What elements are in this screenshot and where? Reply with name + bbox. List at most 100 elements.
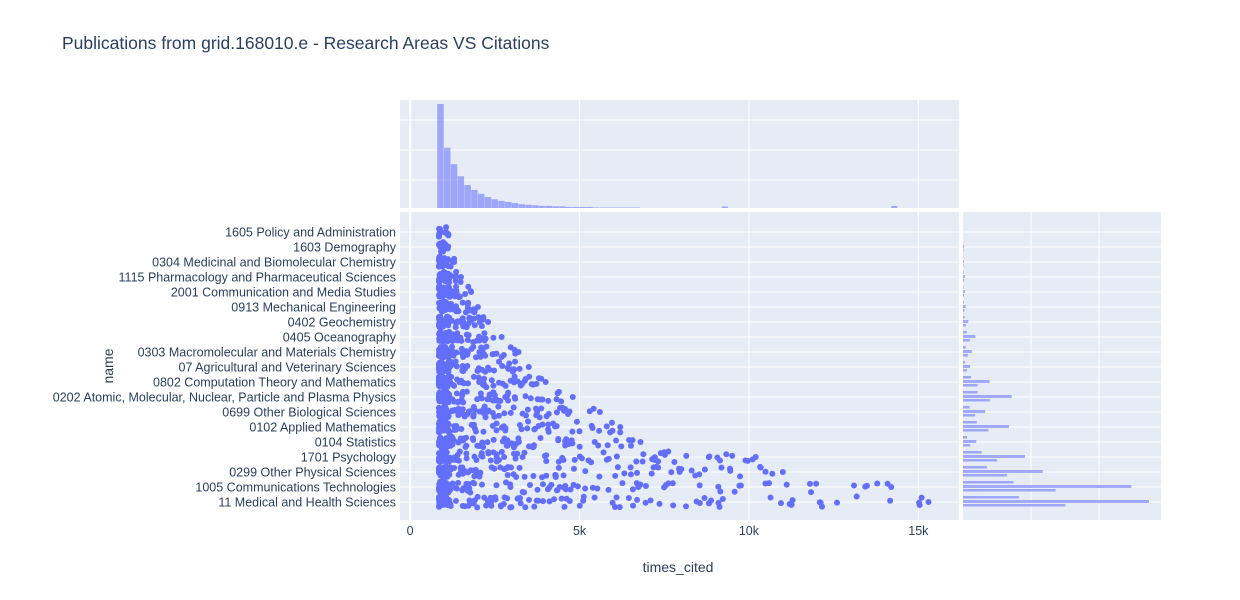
top-histogram-bar	[538, 205, 546, 208]
scatter-point	[603, 423, 610, 430]
chart-title: Publications from grid.168010.e - Resear…	[62, 33, 550, 53]
x-tick-labels: 0 5k 10k 15k	[407, 524, 929, 538]
top-histogram-bar	[606, 207, 614, 208]
scatter-point	[571, 456, 578, 463]
scatter-point	[489, 351, 496, 358]
scatter-point	[570, 481, 577, 488]
scatter-point	[490, 382, 497, 389]
scatter-point	[485, 364, 492, 371]
scatter-point	[629, 486, 636, 493]
scatter-point	[454, 318, 461, 325]
right-histogram-bar	[963, 271, 964, 274]
scatter-point	[648, 470, 655, 477]
scatter-point	[456, 334, 463, 341]
scatter-point	[507, 481, 514, 488]
scatter-point	[767, 494, 774, 501]
scatter-point	[505, 397, 512, 404]
scatter-point	[470, 479, 477, 486]
scatter-point	[437, 489, 444, 496]
scatter-point	[589, 424, 596, 431]
scatter-point	[524, 425, 531, 432]
scatter-point	[467, 489, 474, 496]
scatter-point	[541, 453, 548, 460]
y-tick-label: 07 Agricultural and Veterinary Sciences	[179, 361, 397, 375]
scatter-point	[627, 442, 634, 449]
scatter-point	[490, 389, 497, 396]
scatter-point	[688, 467, 695, 474]
scatter-point	[472, 466, 479, 473]
right-histogram-bar	[963, 459, 998, 462]
top-histogram-bar	[566, 206, 573, 208]
right-histogram-bar	[963, 320, 969, 323]
y-tick-label: 0202 Atomic, Molecular, Nuclear, Particl…	[53, 391, 396, 405]
scatter-point	[519, 380, 526, 387]
right-histogram-bar	[963, 414, 976, 417]
scatter-point	[683, 452, 690, 459]
right-histogram-bar	[963, 496, 1019, 499]
scatter-point	[484, 396, 491, 403]
scatter-point	[676, 465, 683, 472]
y-tick-label: 1115 Pharmacology and Pharmaceutical Sci…	[119, 271, 396, 285]
scatter-point	[441, 244, 448, 250]
scatter-point	[642, 483, 649, 490]
scatter-point	[523, 412, 530, 419]
scatter-point	[447, 263, 454, 270]
scatter-point	[463, 450, 470, 457]
scatter-point	[566, 408, 573, 415]
scatter-point	[596, 427, 603, 434]
scatter-point	[480, 380, 487, 387]
scatter-point	[482, 335, 489, 342]
y-tick-label: 0913 Mechanical Engineering	[231, 301, 396, 315]
scatter-point	[607, 429, 614, 436]
scatter-point	[460, 399, 467, 406]
scatter-point	[668, 469, 675, 476]
scatter-point	[441, 343, 448, 350]
scatter-point	[729, 452, 736, 459]
scatter-point	[757, 464, 764, 471]
scatter-point	[438, 440, 445, 447]
scatter-point	[532, 405, 539, 412]
scatter-point	[445, 488, 452, 495]
scatter-point	[459, 464, 466, 471]
scatter-point	[708, 497, 715, 504]
scatter-point	[642, 499, 649, 506]
scatter-point	[458, 345, 465, 352]
scatter-points	[435, 224, 932, 511]
scatter-point	[496, 379, 503, 386]
right-histogram-bar	[963, 380, 990, 383]
scatter-point	[762, 468, 769, 475]
y-tick-label: 1005 Communications Technologies	[195, 481, 396, 495]
scatter-point	[455, 405, 462, 412]
right-histogram-bar	[963, 350, 972, 353]
right-histogram-bar	[963, 406, 970, 409]
scatter-point	[453, 390, 460, 397]
scatter-point	[501, 454, 508, 461]
scatter-point	[437, 434, 444, 441]
scatter-point	[567, 486, 574, 493]
scatter-point	[491, 367, 498, 374]
scatter-point	[437, 348, 444, 355]
right-histogram-bar	[963, 346, 966, 349]
scatter-point	[507, 409, 514, 416]
scatter-point	[465, 299, 472, 306]
scatter-point	[522, 504, 529, 511]
right-histogram-bar	[963, 365, 971, 368]
scatter-point	[481, 375, 488, 382]
scatter-point	[874, 480, 881, 487]
scatter-point	[510, 404, 517, 411]
scatter-point	[589, 484, 596, 491]
scatter-point	[511, 442, 518, 449]
right-histogram-bar	[963, 436, 967, 439]
scatter-point	[495, 412, 502, 419]
scatter-point	[468, 345, 475, 352]
scatter-point	[627, 464, 634, 471]
scatter-point	[719, 496, 726, 503]
scatter-point	[480, 428, 487, 435]
scatter-point	[438, 358, 445, 365]
scatter-point	[449, 292, 456, 299]
scatter-point	[617, 429, 624, 436]
scatter-point	[442, 299, 449, 306]
scatter-point	[851, 482, 858, 489]
scatter-point	[458, 425, 465, 432]
